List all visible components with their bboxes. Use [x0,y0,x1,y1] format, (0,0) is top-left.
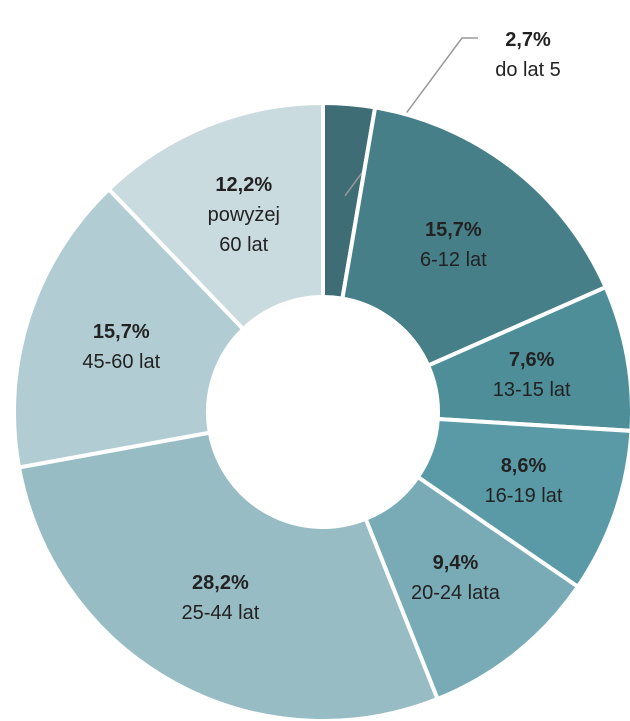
value-label: 9,4% [432,551,479,574]
value-label: 28,2% [192,571,249,594]
donut-slice [16,430,441,721]
category-label: 20-24 lata [410,581,500,604]
category-label: do lat 5 [495,59,561,81]
value-label: 8,6% [500,454,547,477]
donut-slice [106,100,325,332]
slice-label: 2,7% do lat 5 [495,25,561,85]
donut-slice [340,105,609,369]
value-label: 15,7% [92,320,150,343]
donut-slice [363,474,581,702]
slice-label: 15,7% 6-12 lat [420,215,487,275]
slice-label: 28,2% 25-44 lat [181,568,259,628]
category-label: 16-19 lat [484,484,563,507]
value-label: 7,6% [508,348,555,371]
slice-label: 7,6% 13-15 lat [493,345,571,405]
value-label: 2,7% [505,29,551,51]
slice-label: 15,7% 45-60 lat [82,317,160,377]
category-label: 25-44 lat [181,601,260,624]
category-label: 13-15 lat [492,378,571,401]
slice-label: 9,4% 20-24 lata [411,548,500,608]
category-label: 6-12 lat [419,248,487,271]
category-label: 45-60 lat [82,350,161,373]
value-label: 15,7% [424,218,482,241]
slice-label: 8,6% 16-19 lat [485,451,563,511]
slice-label: 12,2% powyżej 60 lat [208,170,280,260]
donut-slice [425,284,630,433]
category-label: powyżej 60 lat [207,204,280,257]
donut-slice [415,416,630,590]
donut-slice [12,186,247,470]
value-label: 12,2% [215,174,273,197]
